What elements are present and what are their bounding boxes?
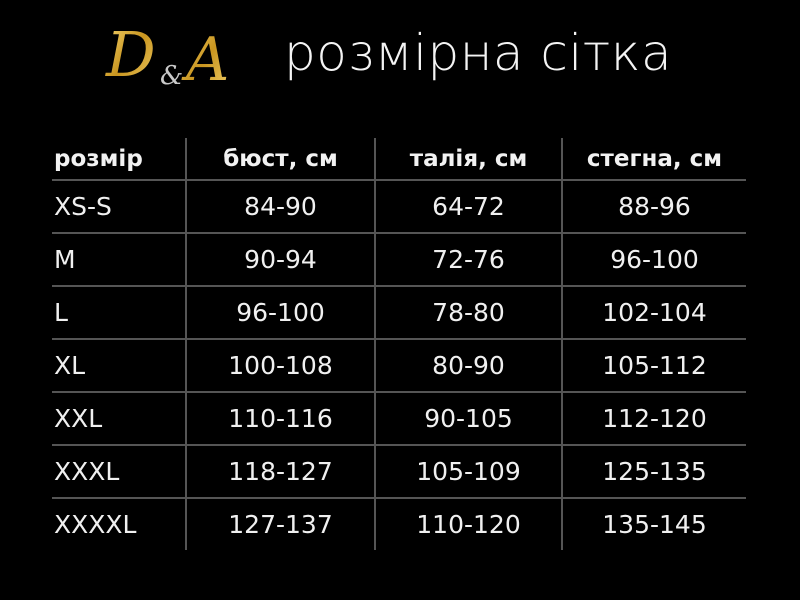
cell-hips: 125-135	[561, 444, 746, 498]
cell-size: M	[52, 232, 186, 286]
cell-size: XXL	[52, 391, 186, 445]
header-waist: талія, см	[374, 138, 562, 180]
cell-bust: 118-127	[185, 444, 375, 498]
cell-size: XXXXL	[52, 497, 186, 550]
table-row: XXL 110-116 90-105 112-120	[52, 391, 746, 445]
cell-bust: 90-94	[185, 232, 375, 286]
header-size: розмір	[54, 145, 143, 172]
table-header-row: розмір бюст, см талія, см стегна, см	[52, 138, 746, 180]
cell-size: XL	[52, 338, 186, 392]
cell-bust: 84-90	[185, 179, 375, 233]
cell-bust: 96-100	[185, 285, 375, 339]
page-title: розмірна сітка	[284, 24, 673, 82]
header-hips: стегна, см	[561, 138, 746, 180]
table-row: XXXXL 127-137 110-120 135-145	[52, 497, 746, 550]
cell-size: XXXL	[52, 444, 186, 498]
svg-text:D: D	[105, 18, 156, 91]
cell-waist: 110-120	[374, 497, 562, 550]
cell-size: L	[52, 285, 186, 339]
table-row: XXXL 118-127 105-109 125-135	[52, 444, 746, 498]
cell-waist: 80-90	[374, 338, 562, 392]
table-row: M 90-94 72-76 96-100	[52, 232, 746, 286]
cell-hips: 105-112	[561, 338, 746, 392]
cell-hips: 88-96	[561, 179, 746, 233]
cell-waist: 105-109	[374, 444, 562, 498]
cell-waist: 90-105	[374, 391, 562, 445]
cell-waist: 78-80	[374, 285, 562, 339]
table-row: L 96-100 78-80 102-104	[52, 285, 746, 339]
cell-hips: 135-145	[561, 497, 746, 550]
cell-hips: 96-100	[561, 232, 746, 286]
cell-waist: 64-72	[374, 179, 562, 233]
size-chart-table: розмір бюст, см талія, см стегна, см XS-…	[52, 138, 746, 550]
header-bust: бюст, см	[185, 138, 375, 180]
svg-text:A: A	[181, 25, 229, 94]
cell-hips: 102-104	[561, 285, 746, 339]
table-row: XS-S 84-90 64-72 88-96	[52, 179, 746, 233]
table-row: XL 100-108 80-90 105-112	[52, 338, 746, 392]
brand-logo: D & A	[105, 18, 229, 94]
cell-waist: 72-76	[374, 232, 562, 286]
cell-size: XS-S	[52, 179, 186, 233]
cell-hips: 112-120	[561, 391, 746, 445]
cell-bust: 127-137	[185, 497, 375, 550]
cell-bust: 100-108	[185, 338, 375, 392]
svg-text:&: &	[160, 61, 183, 91]
cell-bust: 110-116	[185, 391, 375, 445]
